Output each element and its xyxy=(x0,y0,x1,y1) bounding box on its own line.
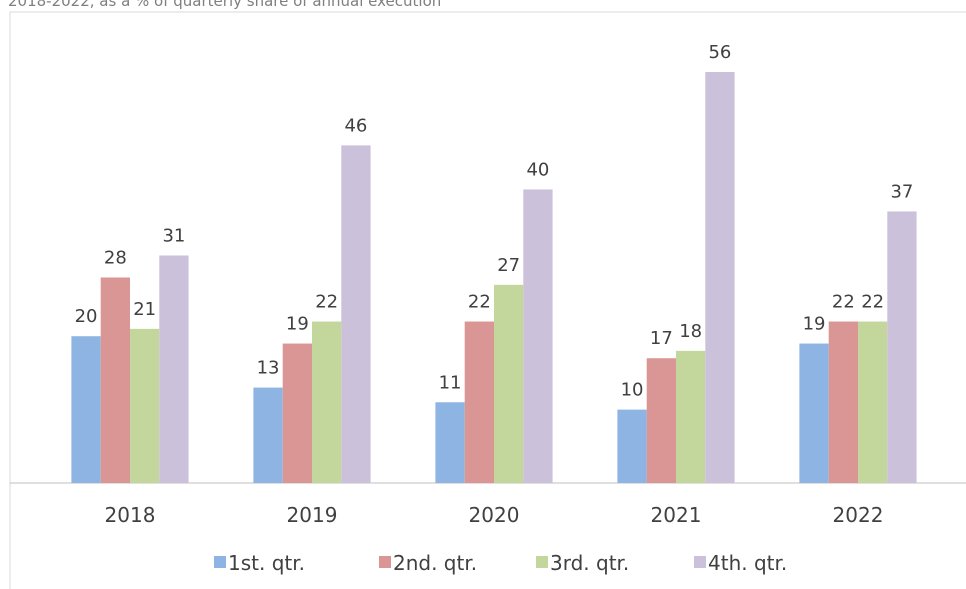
x-tick-label: 2022 xyxy=(833,503,884,527)
chart-subtitle: 2018-2022, as a % of quarterly share of … xyxy=(8,0,441,10)
legend-swatch xyxy=(214,556,226,568)
data-label: 40 xyxy=(526,159,549,180)
bar xyxy=(253,387,283,483)
bar xyxy=(341,145,371,483)
legend-swatch xyxy=(536,556,548,568)
data-label: 22 xyxy=(468,292,491,313)
data-label: 22 xyxy=(861,292,884,313)
legend-swatch xyxy=(379,556,391,568)
bar xyxy=(464,321,494,483)
data-label: 22 xyxy=(315,292,338,313)
bar xyxy=(130,328,160,483)
data-label: 37 xyxy=(890,181,913,202)
legend-label: 1st. qtr. xyxy=(228,551,305,575)
legend-label: 3rd. qtr. xyxy=(550,551,629,575)
bar xyxy=(887,211,917,484)
bar xyxy=(705,72,735,483)
data-label: 21 xyxy=(133,299,156,320)
bar xyxy=(100,277,130,483)
data-label: 19 xyxy=(803,314,826,335)
x-tick-label: 2021 xyxy=(651,503,702,527)
bar xyxy=(312,321,342,483)
bar xyxy=(617,409,647,483)
bar xyxy=(159,255,189,483)
data-label: 31 xyxy=(162,225,185,246)
data-label: 13 xyxy=(257,358,280,379)
data-label: 28 xyxy=(104,248,127,269)
bar xyxy=(282,343,312,483)
x-tick-label: 2020 xyxy=(469,503,520,527)
bar xyxy=(828,321,858,483)
x-tick-label: 2018 xyxy=(105,503,156,527)
bar xyxy=(435,402,465,483)
data-label: 17 xyxy=(650,328,673,349)
data-label: 18 xyxy=(679,321,702,342)
data-label: 20 xyxy=(75,306,98,327)
legend-label: 2nd. qtr. xyxy=(393,551,477,575)
bar xyxy=(799,343,829,483)
data-label: 22 xyxy=(832,292,855,313)
data-label: 11 xyxy=(439,372,462,393)
bar xyxy=(858,321,888,483)
bar xyxy=(71,336,101,483)
data-label: 46 xyxy=(344,115,367,136)
bar xyxy=(646,358,676,483)
legend-label: 4th. qtr. xyxy=(708,551,787,575)
bar xyxy=(494,284,524,483)
data-label: 10 xyxy=(621,380,644,401)
legend-swatch xyxy=(694,556,706,568)
x-tick-label: 2019 xyxy=(287,503,338,527)
data-label: 27 xyxy=(497,255,520,276)
bar xyxy=(523,189,553,483)
data-label: 19 xyxy=(286,314,309,335)
data-label: 56 xyxy=(708,42,731,63)
bar xyxy=(676,350,706,483)
